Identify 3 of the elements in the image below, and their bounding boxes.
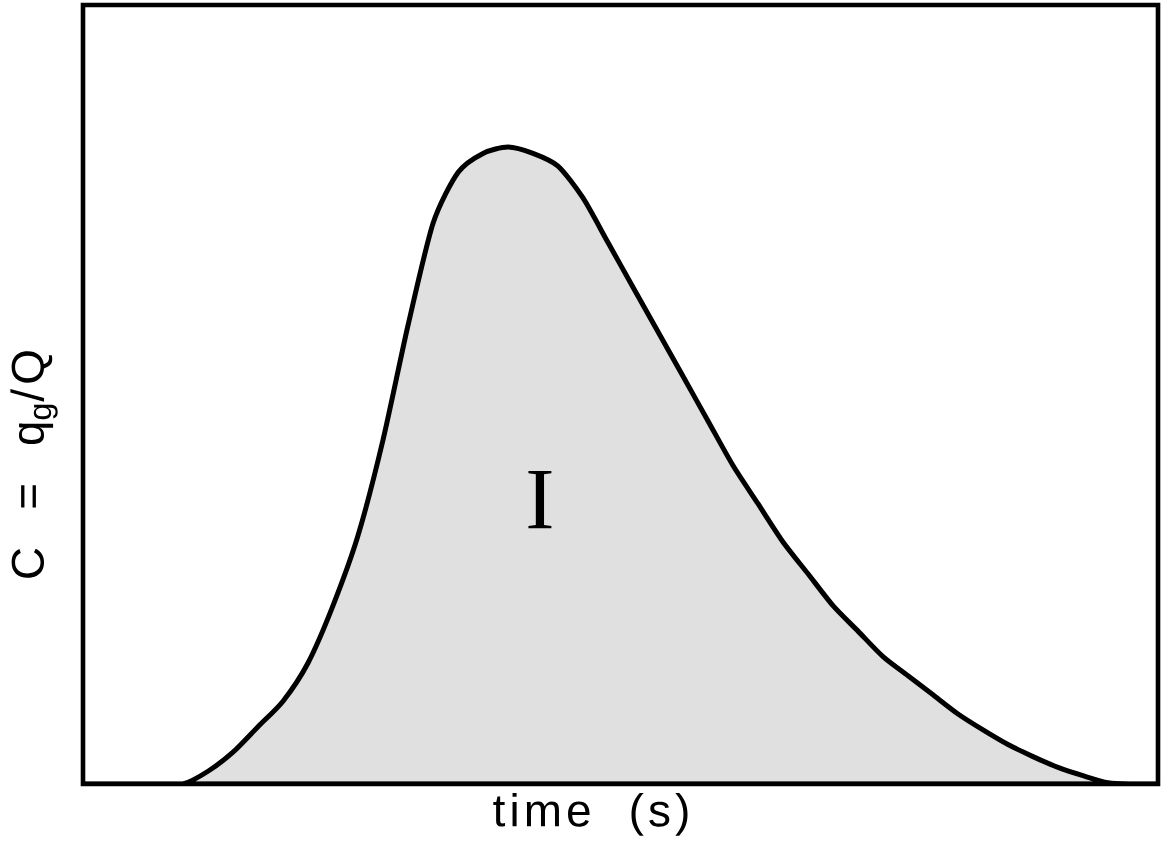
- y-axis-title: C = q$_{g}$/Q: [10, 351, 58, 578]
- x-axis-title: time (s): [493, 793, 688, 836]
- annotation: I: [528, 470, 552, 529]
